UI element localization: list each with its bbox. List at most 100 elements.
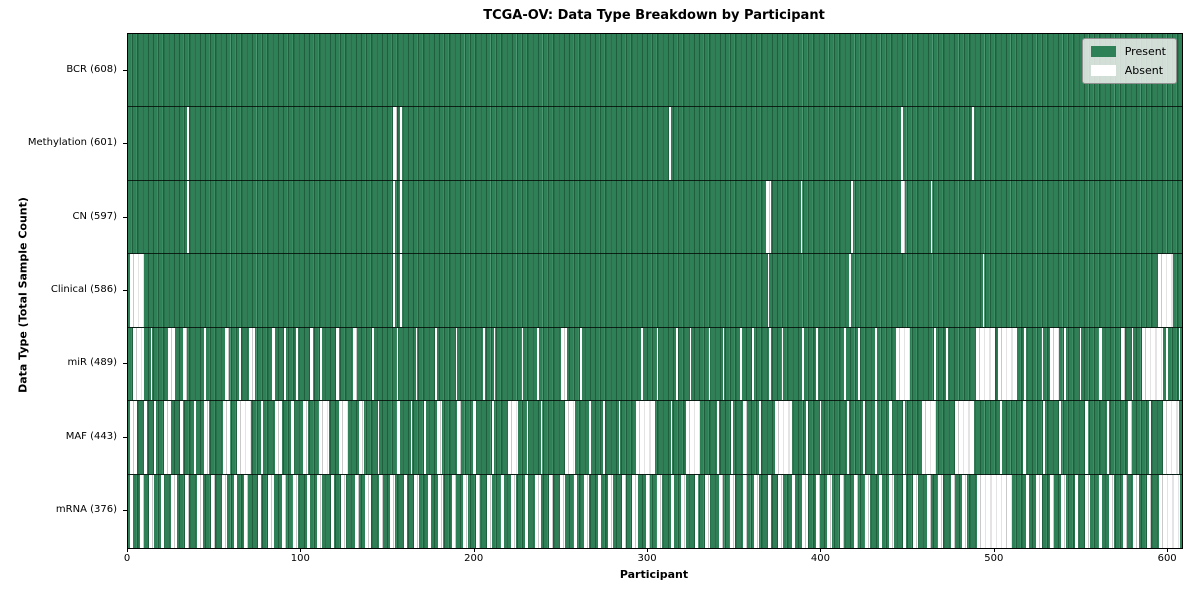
absent-cell [805,401,808,474]
absent-cell [954,401,974,474]
absent-cell [901,180,905,254]
absent-cell [753,474,759,548]
absent-cell [365,474,371,548]
absent-cell [875,401,877,474]
absent-cell [1022,401,1026,474]
absent-cell [318,401,330,474]
absent-cell [438,474,444,548]
absent-cell [339,401,349,474]
absent-cell [847,401,850,474]
absent-cell [389,474,395,548]
absent-cell [778,474,784,548]
absent-cell [204,401,210,474]
absent-cell [400,107,402,180]
x-tick-label-600: 600 [1157,553,1177,564]
absent-cell [282,474,286,548]
absent-cell [937,474,943,548]
absent-cell [393,107,397,180]
absent-cell [183,327,187,401]
absent-cell [284,327,286,401]
absent-cell [729,474,735,548]
absent-cell [310,327,314,401]
absent-cell [377,401,380,474]
absent-cell [1128,401,1132,474]
absent-cell [244,474,248,548]
absent-cell [849,254,851,327]
absent-cell [670,401,673,474]
x-tick-label-300: 300 [637,553,657,564]
y-tick-label-mir: miR (489) [67,357,117,369]
absent-cell [403,474,408,548]
y-tick-mark [123,290,127,291]
absent-cell [708,327,711,401]
absent-cell [410,401,413,474]
y-tick-mark [123,69,127,71]
x-axis-title: Participant [619,568,689,581]
absent-cell [1050,474,1054,548]
absent-cell [583,474,590,548]
absent-cell [564,401,576,474]
chart-title: TCGA-OV: Data Type Breakdown by Particip… [483,8,825,23]
absent-cell [675,327,678,401]
absent-swatch-icon [1090,65,1116,76]
absent-cell [400,254,402,327]
x-tick-mark [647,548,649,552]
absent-cell [500,474,505,548]
absent-cell [303,401,309,474]
absent-cell [646,474,650,548]
heatmap-row-mrna [128,474,1182,548]
absent-cell [802,327,805,401]
absent-cell [486,474,493,548]
absent-cell [1084,401,1089,474]
absent-cell [1025,474,1030,548]
absent-cell [476,474,480,548]
absent-cell [511,474,517,548]
absent-cell [320,327,323,401]
absent-cell [492,401,494,474]
absent-cell [249,327,255,401]
absent-cell [739,327,742,401]
absent-cell [722,327,725,401]
absent-cell [306,474,310,548]
absent-cell [946,327,948,401]
absent-cell [193,401,196,474]
absent-cell [1107,401,1110,474]
absent-cell [233,474,238,548]
absent-cell [424,401,427,474]
absent-cell [296,327,298,401]
absent-cell [999,401,1002,474]
absent-cell [537,327,539,401]
absent-cell [850,180,853,254]
y-tick-label-bcr: BCR (608) [66,63,117,75]
absent-cell [765,180,772,254]
absent-cell [972,107,974,180]
absent-cell [656,327,659,401]
absent-cell [854,474,858,548]
x-tick-mark [127,548,128,552]
absent-cell [185,474,189,548]
absent-cell [875,327,877,401]
legend-item-present: Present [1090,45,1166,58]
absent-cell [597,474,602,548]
absent-cell [393,180,395,254]
x-tick-label-200: 200 [464,553,484,564]
absent-cell [1060,474,1066,548]
absent-cell [358,401,364,474]
y-tick-mark [123,510,127,512]
absent-cell [913,474,919,548]
absent-cell [237,401,252,474]
heatmap-row-mir [128,327,1182,402]
absent-cell [580,327,583,401]
absent-cell [316,474,323,548]
present-swatch-icon [1090,46,1116,57]
absent-cell [743,401,747,474]
y-tick-label-mrna: mRNA (376) [55,504,117,516]
absent-cell [641,327,643,401]
absent-cell [452,474,456,548]
y-tick-label-maf: MAF (443) [65,430,117,442]
absent-cell [705,474,711,548]
absent-cell [589,401,591,474]
absent-cell [840,474,844,548]
absent-cell [863,401,865,474]
absent-cell [171,474,177,548]
